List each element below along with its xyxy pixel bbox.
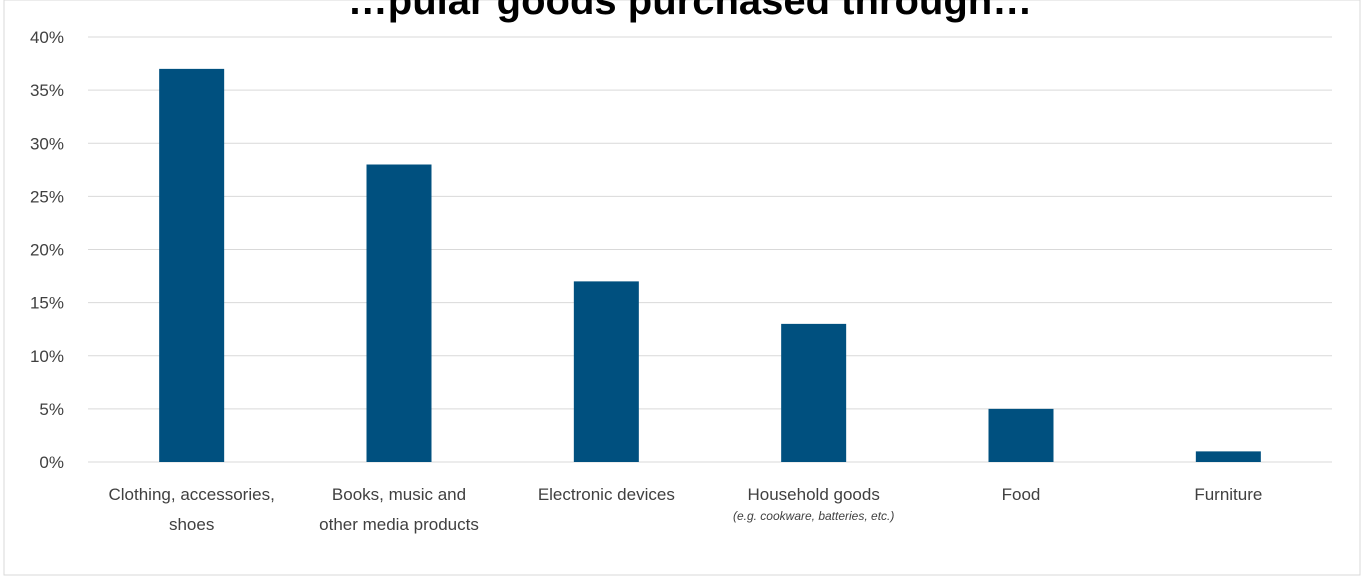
chart-frame xyxy=(3,0,1361,576)
x-category-note: (e.g. cookware, batteries, etc.) xyxy=(733,509,894,523)
y-tick-label: 20% xyxy=(30,241,64,260)
y-tick-label: 30% xyxy=(30,134,64,153)
y-tick-label: 35% xyxy=(30,81,64,100)
x-category-label: Food xyxy=(1002,485,1041,504)
x-category-label: Household goods xyxy=(748,485,880,504)
y-tick-label: 40% xyxy=(30,28,64,47)
chart-title: …pular goods purchased through… xyxy=(348,0,1032,23)
x-category-label: shoes xyxy=(169,515,214,534)
x-category-label: Clothing, accessories, xyxy=(109,485,275,504)
bar xyxy=(781,323,847,462)
bar xyxy=(159,68,225,462)
y-tick-label: 5% xyxy=(39,400,64,419)
x-category-label: other media products xyxy=(319,515,479,534)
bar xyxy=(988,408,1054,462)
x-category-label: Books, music and xyxy=(332,485,466,504)
y-tick-label: 15% xyxy=(30,294,64,313)
y-tick-label: 10% xyxy=(30,347,64,366)
x-category-label: Furniture xyxy=(1194,485,1262,504)
bar xyxy=(573,281,639,462)
bar xyxy=(1195,451,1261,462)
y-tick-label: 25% xyxy=(30,187,64,206)
x-category-label: Electronic devices xyxy=(538,485,675,504)
y-tick-label: 0% xyxy=(39,453,64,472)
bar xyxy=(366,164,432,462)
